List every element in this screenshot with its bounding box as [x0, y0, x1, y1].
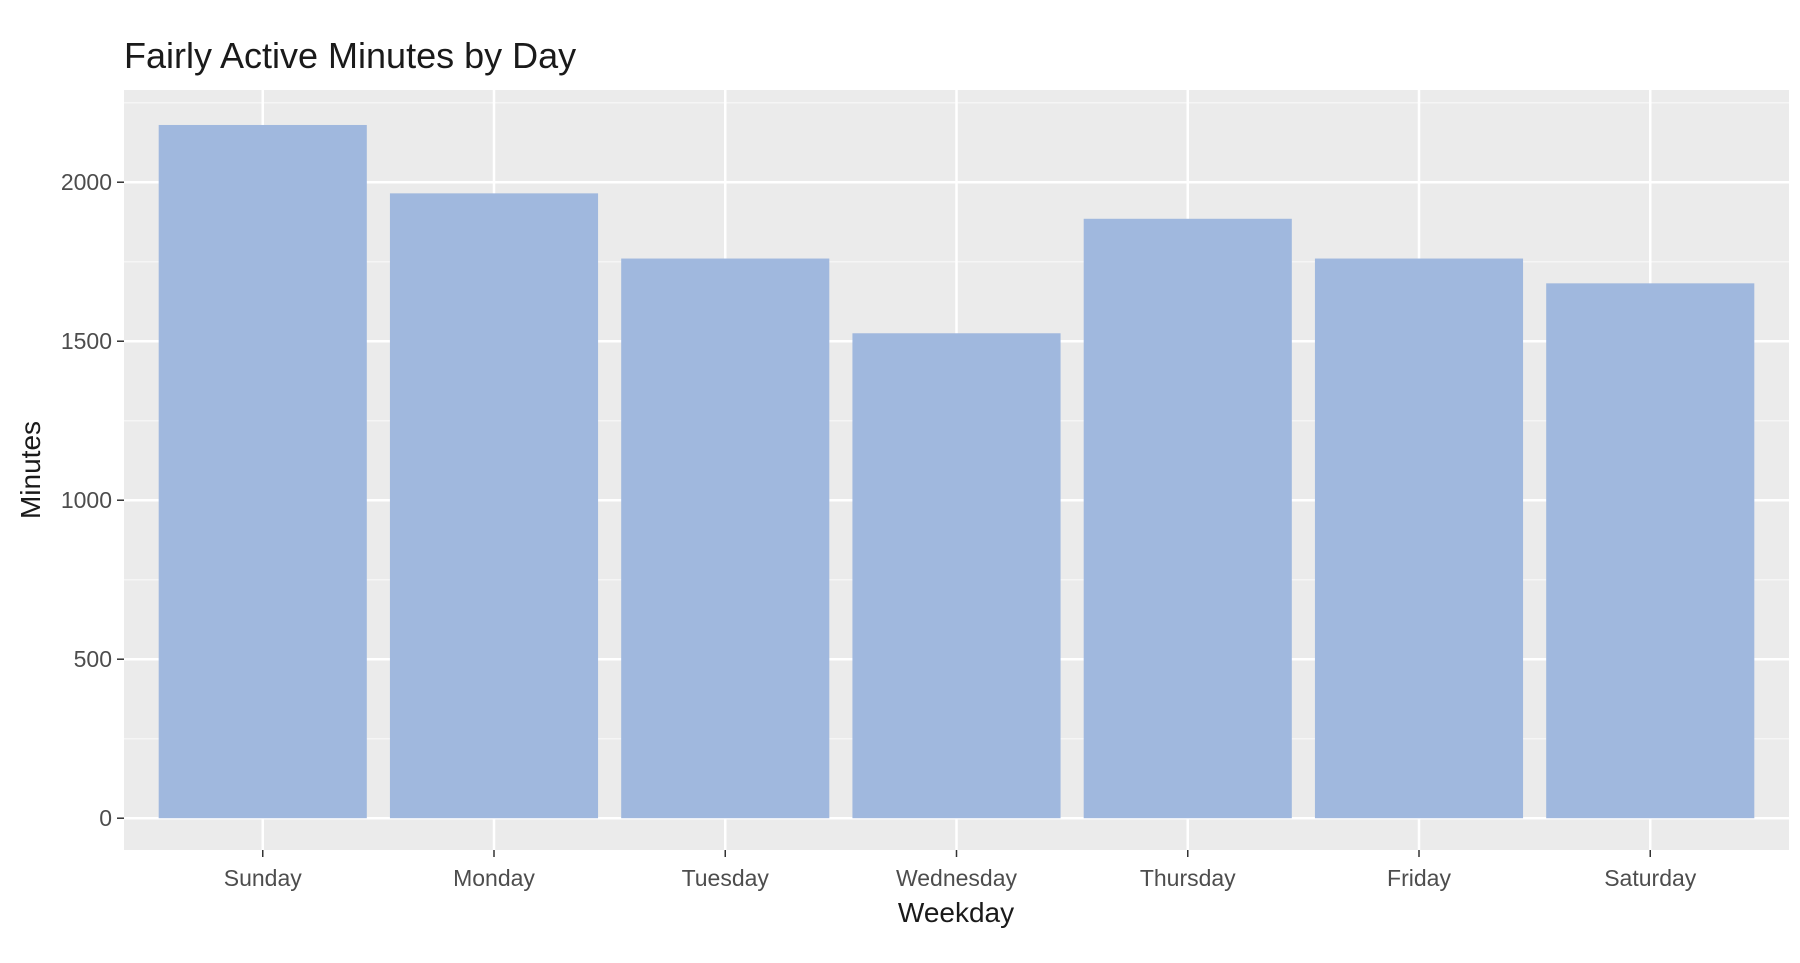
y-tick-label: 1000	[61, 487, 112, 513]
x-tick-label: Wednesday	[896, 865, 1018, 891]
y-tick-label: 500	[74, 646, 112, 672]
bars-group	[158, 124, 1755, 819]
y-tick-label: 2000	[61, 169, 112, 195]
bar-tuesday	[621, 258, 830, 819]
bar-wednesday	[852, 333, 1061, 819]
x-tick-label: Tuesday	[682, 865, 770, 891]
y-axis: 0 500 1000 1500 2000	[61, 169, 124, 831]
y-tick-label: 0	[99, 805, 112, 831]
bar-sunday	[158, 124, 367, 819]
x-tick-label: Monday	[453, 865, 535, 891]
x-tick-label: Saturday	[1604, 865, 1697, 891]
y-tick-label: 1500	[61, 328, 112, 354]
x-axis: Sunday Monday Tuesday Wednesday Thursday Frid…	[224, 850, 1697, 891]
y-axis-title: Minutes	[15, 421, 46, 519]
bar-saturday	[1546, 283, 1755, 819]
chart-title: Fairly Active Minutes by Day	[124, 35, 576, 76]
x-tick-label: Thursday	[1140, 865, 1236, 891]
x-tick-label: Sunday	[224, 865, 303, 891]
x-axis-title: Weekday	[898, 897, 1014, 928]
x-tick-label: Friday	[1387, 865, 1451, 891]
bar-monday	[389, 193, 599, 819]
bar-friday	[1314, 258, 1524, 819]
bar-thursday	[1083, 218, 1292, 819]
